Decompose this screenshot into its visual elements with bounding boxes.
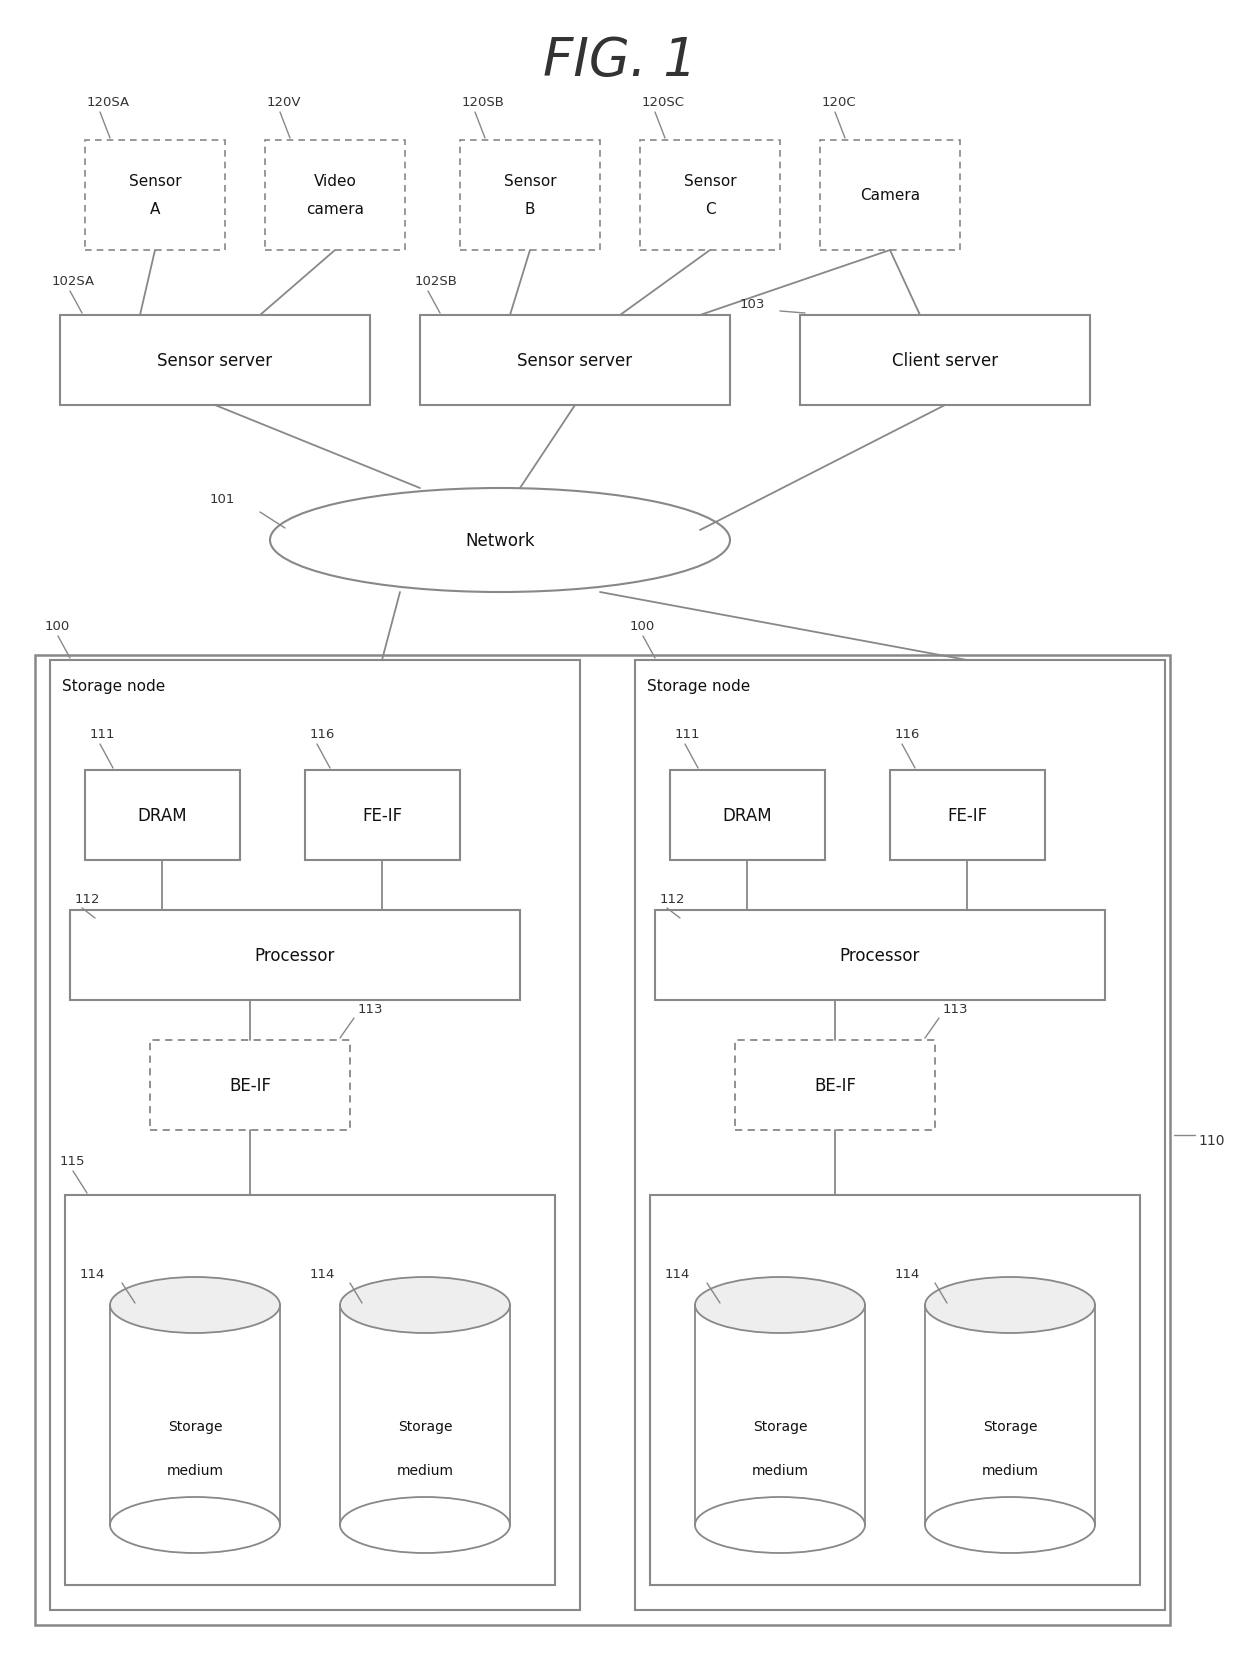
Bar: [800, 316, 1090, 407]
Text: 101: 101: [210, 492, 236, 506]
Text: Storage node: Storage node: [62, 679, 165, 694]
Text: Sensor server: Sensor server: [517, 351, 632, 370]
Bar: [305, 771, 460, 860]
Text: Sensor: Sensor: [683, 175, 737, 190]
Text: FE-IF: FE-IF: [362, 806, 403, 825]
Text: 102SB: 102SB: [415, 276, 458, 287]
Text: 115: 115: [60, 1154, 86, 1168]
Text: Camera: Camera: [859, 188, 920, 203]
Text: 120SA: 120SA: [87, 96, 130, 109]
Text: FIG. 1: FIG. 1: [543, 35, 697, 87]
Text: medium: medium: [751, 1463, 808, 1477]
Text: 103: 103: [740, 297, 765, 311]
Ellipse shape: [925, 1277, 1095, 1334]
Text: DRAM: DRAM: [723, 806, 773, 825]
Text: 102SA: 102SA: [52, 276, 95, 287]
Ellipse shape: [340, 1277, 510, 1334]
Text: camera: camera: [306, 202, 365, 217]
Text: 114: 114: [310, 1267, 335, 1280]
Text: Client server: Client server: [892, 351, 998, 370]
Bar: [420, 316, 730, 407]
Text: 120V: 120V: [267, 96, 301, 109]
Text: Storage: Storage: [753, 1420, 807, 1433]
Bar: [670, 771, 825, 860]
Text: Sensor server: Sensor server: [157, 351, 273, 370]
Bar: [50, 660, 580, 1609]
Text: Sensor: Sensor: [129, 175, 181, 190]
Text: Video: Video: [314, 175, 356, 190]
Text: Sensor: Sensor: [503, 175, 557, 190]
Text: 111: 111: [91, 727, 115, 741]
Bar: [150, 1040, 350, 1131]
Text: 111: 111: [675, 727, 701, 741]
Text: DRAM: DRAM: [138, 806, 187, 825]
Bar: [64, 1194, 556, 1584]
Text: Processor: Processor: [839, 946, 920, 964]
Bar: [735, 1040, 935, 1131]
Bar: [86, 141, 224, 250]
Text: Storage: Storage: [983, 1420, 1037, 1433]
Ellipse shape: [110, 1277, 280, 1334]
Text: 114: 114: [894, 1267, 920, 1280]
Text: 114: 114: [79, 1267, 105, 1280]
Text: 120SB: 120SB: [463, 96, 505, 109]
Text: Storage node: Storage node: [647, 679, 750, 694]
Text: 120SC: 120SC: [642, 96, 684, 109]
Text: BE-IF: BE-IF: [813, 1077, 856, 1094]
Text: 116: 116: [895, 727, 920, 741]
Bar: [655, 911, 1105, 1000]
Bar: [35, 655, 1171, 1625]
Text: medium: medium: [397, 1463, 454, 1477]
Text: 113: 113: [942, 1003, 968, 1015]
Text: Network: Network: [465, 531, 534, 549]
Text: 114: 114: [665, 1267, 689, 1280]
Bar: [640, 141, 780, 250]
Text: 112: 112: [660, 892, 686, 906]
Text: C: C: [704, 202, 715, 217]
Text: 116: 116: [310, 727, 335, 741]
Text: FE-IF: FE-IF: [947, 806, 987, 825]
Bar: [890, 771, 1045, 860]
Bar: [265, 141, 405, 250]
Ellipse shape: [694, 1277, 866, 1334]
Text: 110: 110: [1198, 1134, 1225, 1147]
Text: 113: 113: [358, 1003, 383, 1015]
Text: medium: medium: [166, 1463, 223, 1477]
Bar: [650, 1194, 1140, 1584]
Text: B: B: [525, 202, 536, 217]
Bar: [69, 911, 520, 1000]
Bar: [86, 771, 241, 860]
Bar: [60, 316, 370, 407]
Text: Storage: Storage: [167, 1420, 222, 1433]
Text: Storage: Storage: [398, 1420, 453, 1433]
Bar: [820, 141, 960, 250]
Bar: [460, 141, 600, 250]
Bar: [635, 660, 1166, 1609]
Text: 120C: 120C: [822, 96, 857, 109]
Text: 100: 100: [45, 620, 71, 633]
Text: Processor: Processor: [254, 946, 335, 964]
Text: BE-IF: BE-IF: [229, 1077, 272, 1094]
Text: 112: 112: [74, 892, 100, 906]
Text: A: A: [150, 202, 160, 217]
Text: 100: 100: [630, 620, 655, 633]
Text: medium: medium: [982, 1463, 1039, 1477]
